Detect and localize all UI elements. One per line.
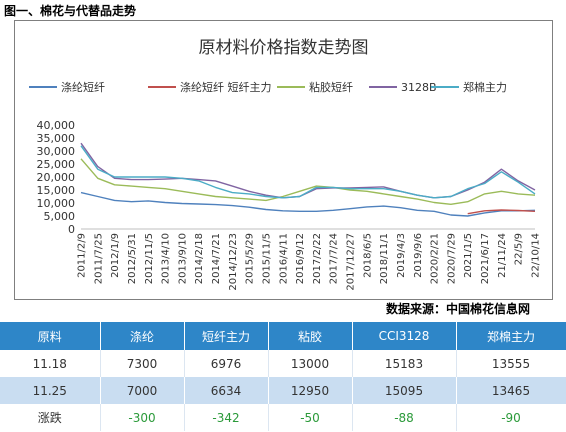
legend-label: 郑棉主力 [463, 80, 507, 94]
chart-frame: 原材料价格指数走势图 涤纶短纤 涤纶短纤 短纤主力 粘胶短纤 3128B 郑棉主力 0 5,… [14, 20, 553, 300]
x-tick-label: 2012/11/5 [144, 233, 155, 284]
table-cell: 6976 [184, 350, 269, 377]
series-line [80, 191, 536, 217]
x-tick-label: 2012/1/9 [110, 233, 121, 278]
table-header-row: 原料 涤纶 短纤主力 粘胶 CCI3128 郑棉主力 [0, 322, 566, 350]
x-tick-label: 2013/9/10 [177, 233, 188, 284]
figure: 图一、棉花与代替品走势 原材料价格指数走势图 涤纶短纤 涤纶短纤 短纤主力 粘胶短纤… [4, 4, 553, 316]
price-table: 原料 涤纶 短纤主力 粘胶 CCI3128 郑棉主力 11.18 7300 69… [0, 322, 566, 431]
series-line [80, 158, 536, 205]
x-tick-label: 2019/4/3 [396, 233, 407, 278]
source-text: 数据来源：中国棉花信息网 [385, 302, 530, 316]
x-tick-label: 2017/7/24 [329, 233, 340, 284]
legend-label: 涤纶短纤 [61, 80, 105, 94]
y-tick-label: 35,000 [37, 132, 76, 145]
x-tick-label: 2014/12/23 [228, 233, 239, 291]
table-cell: 12950 [268, 377, 353, 404]
table-cell: -90 [456, 404, 566, 431]
y-tick-label: 15,000 [37, 184, 76, 197]
x-tick-label: 22/5/9 [514, 233, 525, 265]
table-cell: 7300 [100, 350, 185, 377]
table-cell: -88 [352, 404, 457, 431]
table-cell: 13465 [456, 377, 566, 404]
x-tick-label: 22/10/14 [531, 233, 542, 278]
x-tick-label: 2017/2/22 [312, 233, 323, 284]
x-tick-label: 2013/4/10 [161, 233, 172, 284]
chart-svg: 涤纶短纤 涤纶短纤 短纤主力 粘胶短纤 3128B 郑棉主力 05,00010,00015… [29, 80, 542, 291]
x-tick-label: 2018/11/1 [379, 233, 390, 284]
x-tick-label: 2011/2/9 [77, 233, 88, 278]
figure-caption: 图一、棉花与代替品走势 [4, 4, 137, 18]
chart-title: 原材料价格指数走势图 [198, 38, 369, 58]
table-header-cell: 短纤主力 [184, 322, 269, 350]
y-tick-label: 40,000 [37, 119, 76, 132]
x-tick-label: 2015/11/5 [261, 233, 272, 284]
y-tick-label: 20,000 [37, 171, 76, 184]
x-tick-label: 2020/7/29 [446, 233, 457, 284]
table-cell: 7000 [100, 377, 185, 404]
table-cell: -342 [184, 404, 269, 431]
series-line [80, 145, 536, 199]
table-header-cell: 原料 [0, 322, 101, 350]
y-tick-label: 5,000 [44, 210, 76, 223]
table-row: 11.18 7300 6976 13000 15183 13555 [0, 350, 566, 377]
table-cell: 15095 [352, 377, 457, 404]
table-cell: 11.18 [0, 350, 101, 377]
legend-label: 涤纶短纤 短纤主力 [180, 80, 272, 94]
table-row: 11.25 7000 6634 12950 15095 13465 [0, 377, 566, 404]
x-tick-label: 2015/5/29 [245, 233, 256, 284]
table-header-cell: 粘胶 [268, 322, 353, 350]
x-tick-label: 2021/6/17 [480, 233, 491, 284]
series-line [467, 209, 536, 215]
table-cell: -50 [268, 404, 353, 431]
table-header-cell: CCI3128 [352, 322, 457, 350]
table-header-cell: 涤纶 [100, 322, 185, 350]
legend-label: 3128B [401, 81, 437, 94]
table-row: 涨跌 -300 -342 -50 -88 -90 [0, 404, 566, 431]
y-tick-label: 10,000 [37, 197, 76, 210]
x-tick-label: 2018/6/5 [362, 233, 373, 278]
legend-label: 粘胶短纤 [309, 80, 353, 94]
y-tick-label: 0 [68, 223, 75, 236]
table-cell: -300 [100, 404, 185, 431]
x-tick-label: 2020/2/21 [430, 233, 441, 284]
x-tick-label: 2014/7/21 [211, 233, 222, 284]
table-cell: 13555 [456, 350, 566, 377]
table-header-cell: 郑棉主力 [456, 322, 566, 350]
y-tick-label: 25,000 [37, 158, 76, 171]
table-cell: 涨跌 [0, 404, 101, 431]
x-tick-label: 2012/5/31 [127, 233, 138, 284]
x-tick-label: 2017/12/27 [346, 233, 357, 291]
x-tick-label: 2019/9/6 [413, 233, 424, 278]
table-cell: 13000 [268, 350, 353, 377]
table-cell: 11.25 [0, 377, 101, 404]
x-tick-label: 2014/2/18 [194, 233, 205, 284]
x-tick-label: 2016/9/12 [295, 233, 306, 284]
table-cell: 6634 [184, 377, 269, 404]
y-tick-label: 30,000 [37, 145, 76, 158]
x-tick-label: 21/11/24 [497, 233, 508, 278]
x-tick-label: 2016/4/11 [278, 233, 289, 284]
x-tick-label: 2021/1/5 [463, 233, 474, 278]
table-cell: 15183 [352, 350, 457, 377]
x-tick-label: 2011/7/25 [93, 233, 104, 284]
